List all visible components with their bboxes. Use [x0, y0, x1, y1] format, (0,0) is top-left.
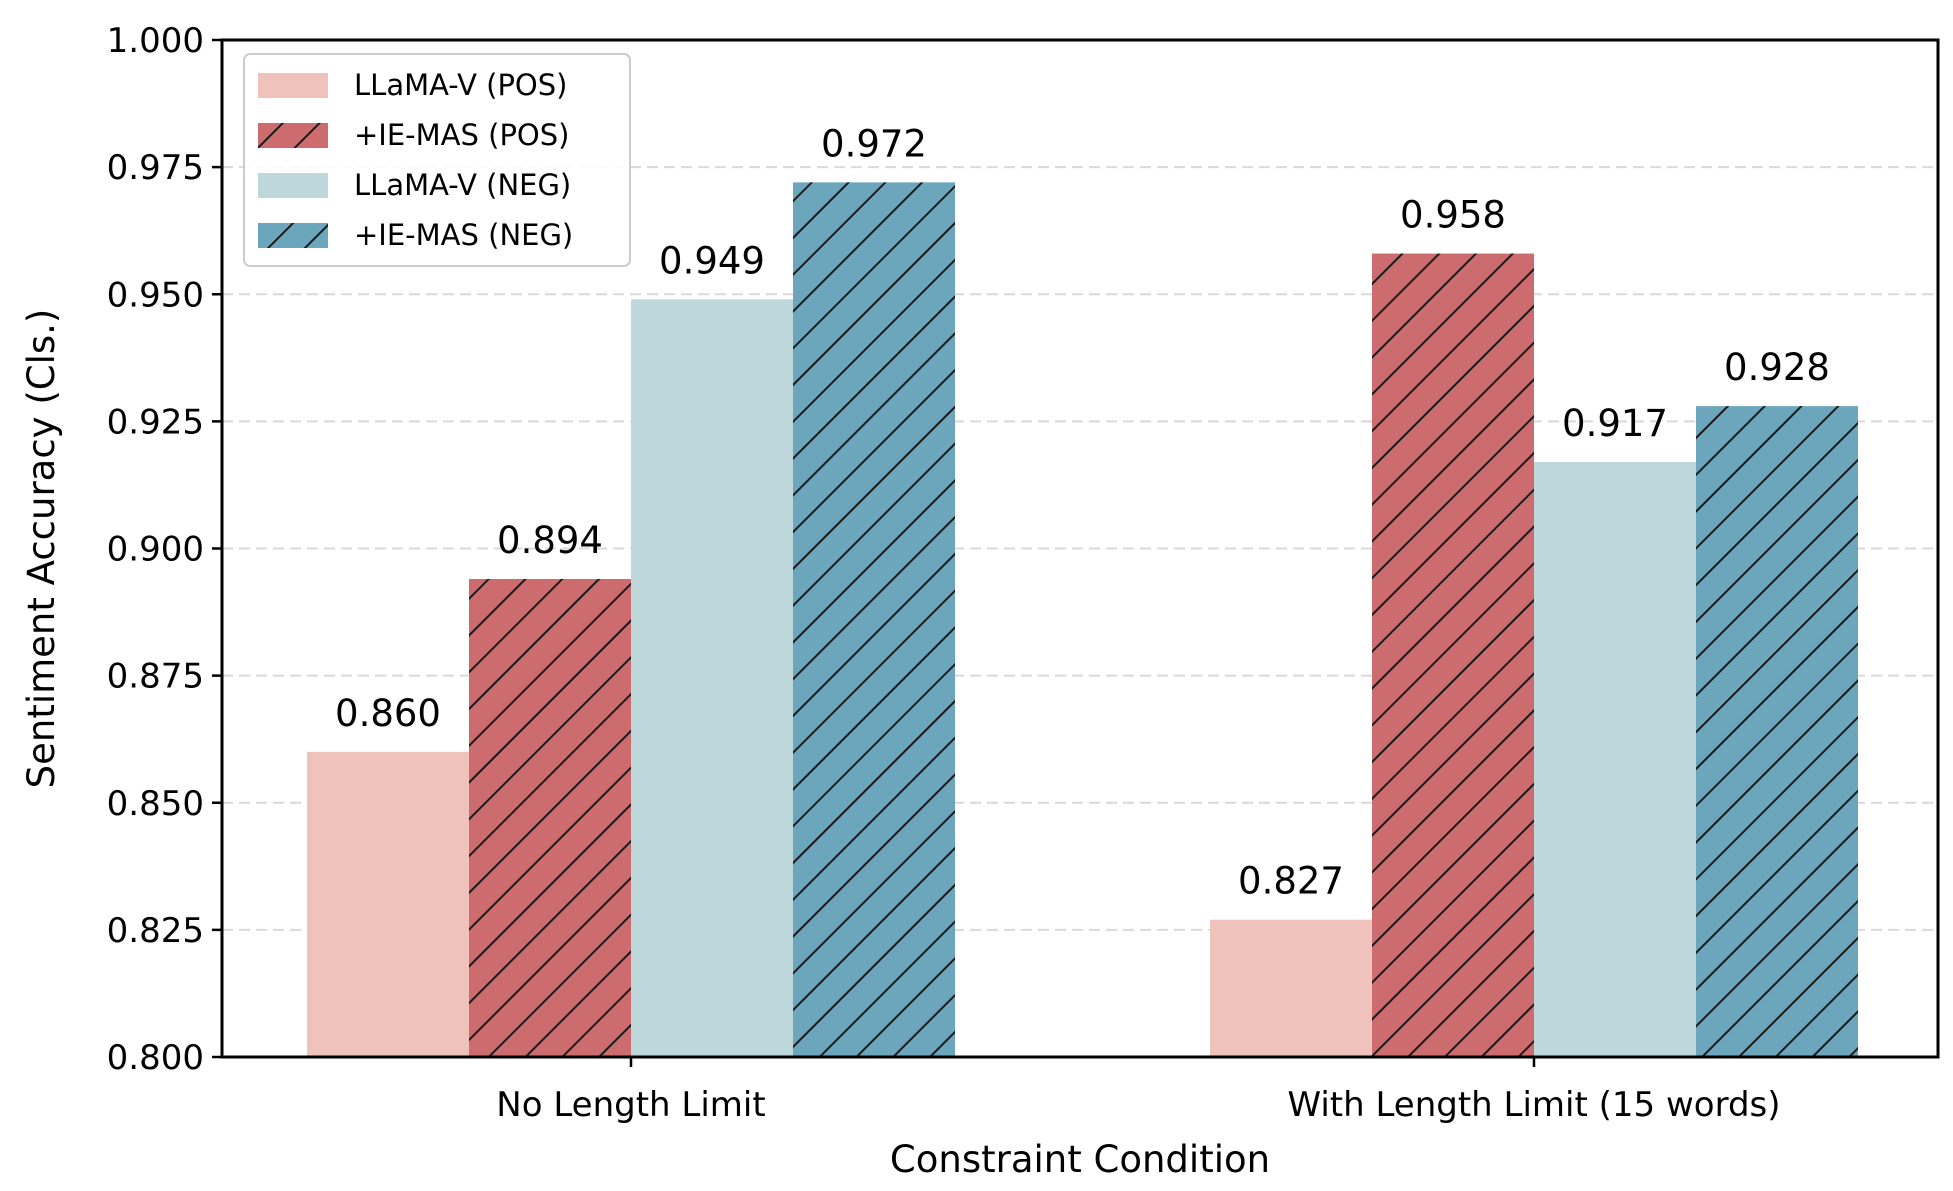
data-label: 0.860: [335, 692, 441, 735]
bar: [1534, 462, 1696, 1057]
y-axis-title: Sentiment Accuracy (Cls.): [20, 309, 63, 789]
y-tick-label: 0.850: [107, 784, 204, 824]
data-label: 0.928: [1724, 346, 1830, 389]
data-label: 0.949: [659, 239, 765, 282]
data-label: 0.972: [821, 122, 927, 165]
bar-hatch: [1696, 406, 1858, 1057]
legend-label: +IE-MAS (POS): [354, 118, 569, 152]
x-axis-title: Constraint Condition: [890, 1138, 1270, 1181]
bar: [1210, 919, 1372, 1057]
legend-label: LLaMA-V (NEG): [354, 168, 571, 202]
y-tick-label: 0.950: [107, 275, 204, 315]
bar-hatch: [1372, 253, 1534, 1057]
data-label: 0.827: [1238, 860, 1344, 903]
data-label: 0.917: [1562, 402, 1668, 445]
legend-swatch-hatch: [258, 123, 328, 148]
data-labels: 0.860 0.894 0.949 0.972 0.827 0.958 0.917 0.928: [335, 122, 1830, 902]
y-tick-label: 0.975: [107, 148, 204, 188]
legend-box: [243, 53, 631, 267]
x-tick-label: No Length Limit: [496, 1085, 765, 1125]
bar-hatch: [469, 579, 631, 1057]
data-label: 0.958: [1400, 194, 1506, 237]
y-tick-label: 1.000: [107, 21, 204, 61]
legend: LLaMA-V (POS) +IE-MAS (POS) LLaMA-V (NEG) +…: [243, 53, 631, 267]
bar: [631, 299, 793, 1058]
legend-label: LLaMA-V (POS): [354, 68, 567, 102]
legend-swatch: [258, 173, 328, 198]
x-tick-label: With Length Limit (15 words): [1287, 1085, 1780, 1125]
bars: [307, 182, 1858, 1058]
legend-swatch: [258, 73, 328, 98]
bar-hatch: [793, 182, 955, 1057]
legend-label: +IE-MAS (NEG): [354, 218, 573, 252]
axes: 0.800 0.825 0.850 0.875 0.900 0.925 0.950 0.975…: [107, 21, 1781, 1125]
legend-swatch-hatch: [258, 223, 328, 248]
y-tick-label: 0.800: [107, 1038, 204, 1078]
y-tick-label: 0.875: [107, 657, 204, 697]
y-tick-label: 0.900: [107, 530, 204, 570]
bar: [307, 751, 469, 1057]
y-tick-label: 0.825: [107, 911, 204, 951]
y-tick-label: 0.925: [107, 402, 204, 442]
data-label: 0.894: [497, 519, 603, 562]
